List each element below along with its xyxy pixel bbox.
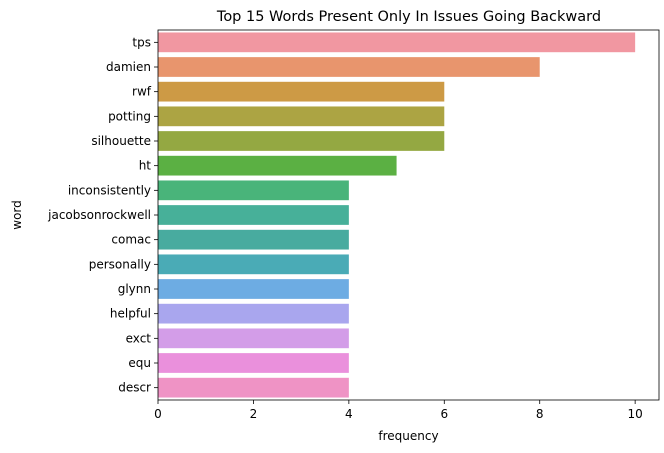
bar-comac [158, 229, 349, 250]
y-ticks-group: tps damien rwf potting silhouette ht inconsist… [47, 35, 158, 395]
chart-title: Top 15 Words Present Only In Issues Goin… [216, 9, 601, 25]
y-tick-label: exct [126, 331, 152, 345]
y-tick-label: personally [89, 257, 151, 271]
bars-group [158, 32, 636, 398]
bar-glynn [158, 279, 349, 299]
bar-personally [158, 254, 349, 275]
bar-equ [158, 353, 349, 373]
y-tick-label: rwf [132, 85, 152, 99]
x-tick-label: 10 [628, 407, 643, 421]
y-tick-label: ht [139, 159, 152, 173]
y-tick-label: helpful [110, 307, 151, 321]
y-axis-label: word [10, 200, 24, 230]
x-tick-label: 8 [536, 407, 544, 421]
bar-helpful [158, 303, 349, 324]
bar-tps [158, 32, 636, 53]
bar-potting [158, 106, 445, 127]
x-tick-label: 2 [250, 407, 258, 421]
bar-ht [158, 155, 397, 176]
bar-damien [158, 57, 540, 77]
y-tick-label: jacobsonrockwell [47, 208, 151, 222]
y-tick-label: damien [106, 60, 151, 74]
y-tick-label: comac [111, 233, 151, 247]
y-tick-label: equ [128, 356, 151, 370]
bar-jacobsonrockwell [158, 205, 349, 225]
x-ticks-group: 0 2 4 6 8 10 [154, 400, 643, 421]
y-tick-label: glynn [118, 282, 151, 296]
bar-descr [158, 377, 349, 398]
y-tick-label: silhouette [91, 134, 151, 148]
bar-rwf [158, 81, 445, 102]
x-tick-label: 6 [440, 407, 448, 421]
bar-inconsistently [158, 180, 349, 201]
x-tick-label: 4 [345, 407, 353, 421]
y-tick-label: potting [108, 109, 151, 123]
bar-exct [158, 328, 349, 349]
x-axis-label: frequency [378, 429, 438, 443]
y-tick-label: descr [118, 381, 151, 395]
plot-frame [157, 29, 660, 401]
bar-silhouette [158, 131, 445, 151]
y-tick-label: tps [132, 35, 151, 49]
y-tick-label: inconsistently [68, 183, 151, 197]
x-tick-label: 0 [154, 407, 162, 421]
